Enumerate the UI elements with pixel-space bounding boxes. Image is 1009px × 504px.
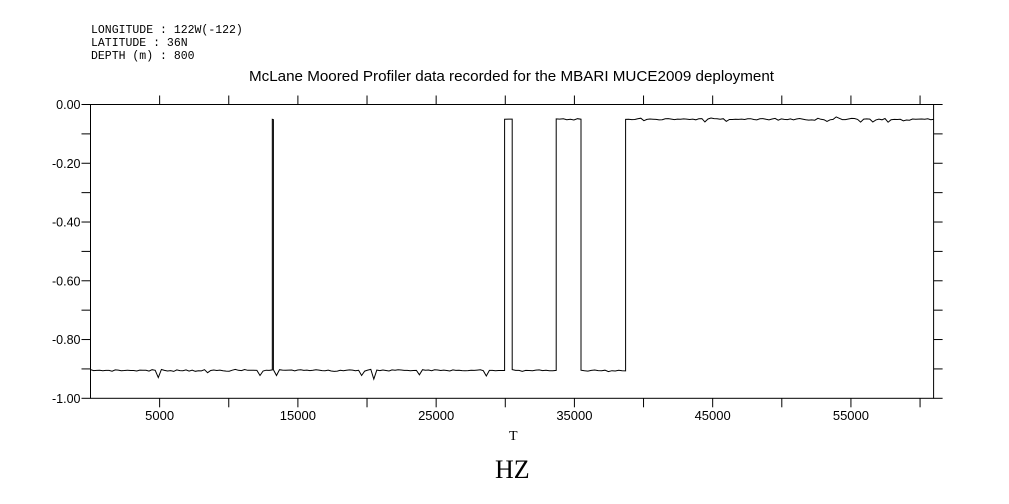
svg-text:45000: 45000 [695,408,731,423]
svg-text:55000: 55000 [833,408,869,423]
svg-text:15000: 15000 [280,408,316,423]
svg-text:5000: 5000 [145,408,174,423]
svg-text:-0.60: -0.60 [52,274,81,288]
svg-text:25000: 25000 [418,408,454,423]
svg-text:-1.00: -1.00 [52,392,81,406]
svg-text:35000: 35000 [556,408,592,423]
svg-text:-0.80: -0.80 [52,333,81,347]
svg-text:-0.40: -0.40 [52,216,81,230]
svg-text:0.00: 0.00 [56,98,80,112]
svg-text:-0.20: -0.20 [52,157,81,171]
